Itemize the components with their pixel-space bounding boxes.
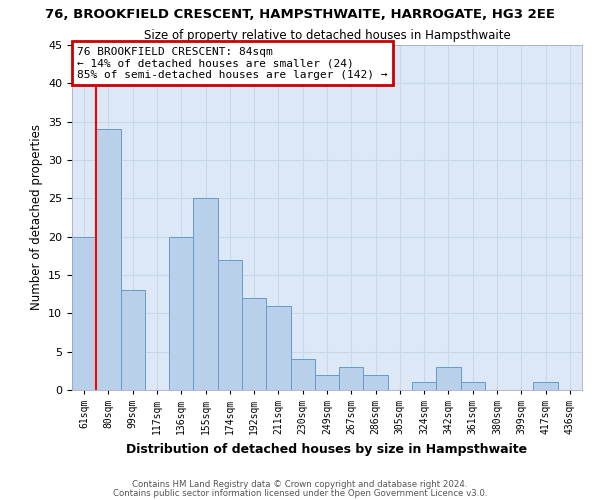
Bar [266,306,290,390]
X-axis label: Distribution of detached houses by size in Hampsthwaite: Distribution of detached houses by size … [127,442,527,456]
Bar [436,367,461,390]
Bar [242,298,266,390]
Y-axis label: Number of detached properties: Number of detached properties [29,124,43,310]
Text: 76 BROOKFIELD CRESCENT: 84sqm
← 14% of detached houses are smaller (24)
85% of s: 76 BROOKFIELD CRESCENT: 84sqm ← 14% of d… [77,46,388,80]
Bar [193,198,218,390]
Bar [364,374,388,390]
Bar [315,374,339,390]
Bar [218,260,242,390]
Bar [533,382,558,390]
Text: Contains public sector information licensed under the Open Government Licence v3: Contains public sector information licen… [113,489,487,498]
Text: Contains HM Land Registry data © Crown copyright and database right 2024.: Contains HM Land Registry data © Crown c… [132,480,468,489]
Title: Size of property relative to detached houses in Hampsthwaite: Size of property relative to detached ho… [143,30,511,43]
Bar [290,360,315,390]
Text: 76, BROOKFIELD CRESCENT, HAMPSTHWAITE, HARROGATE, HG3 2EE: 76, BROOKFIELD CRESCENT, HAMPSTHWAITE, H… [45,8,555,20]
Bar [412,382,436,390]
Bar [169,236,193,390]
Bar [461,382,485,390]
Bar [72,236,96,390]
Bar [121,290,145,390]
Bar [339,367,364,390]
Bar [96,130,121,390]
